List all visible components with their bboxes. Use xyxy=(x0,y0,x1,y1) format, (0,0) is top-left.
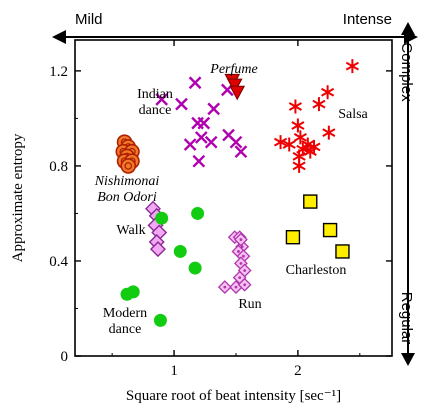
data-point xyxy=(173,244,187,258)
axis-arrows xyxy=(52,22,418,366)
label-line: Nishimonai xyxy=(94,174,160,189)
x-arrow-left-head xyxy=(52,30,66,44)
data-point-inner xyxy=(124,162,133,170)
label-line: Run xyxy=(238,297,261,312)
series-run xyxy=(217,230,252,295)
data-point xyxy=(285,230,301,245)
label-line: Bon Odori xyxy=(97,190,157,205)
data-point xyxy=(191,206,205,220)
data-point-dot xyxy=(237,250,240,253)
label-line: Perfume xyxy=(209,62,257,77)
label-line: dance xyxy=(139,103,172,118)
label-walk: Walk xyxy=(116,223,145,238)
data-point-dot xyxy=(242,254,245,258)
data-point xyxy=(226,78,243,94)
axis-ticks: 1 2 0 0.4 0.8 1.2 xyxy=(49,40,392,379)
data-point xyxy=(120,158,137,174)
label-charleston: Charleston xyxy=(286,263,347,278)
data-point xyxy=(288,99,302,114)
y-tick-label: 0.4 xyxy=(49,254,68,270)
label-line: Walk xyxy=(116,223,145,238)
data-point xyxy=(204,135,218,149)
data-point xyxy=(234,145,248,159)
series-perfume xyxy=(224,73,246,101)
x-axis-label: Square root of beat intensity [sec⁻¹] xyxy=(126,388,341,404)
series-indian-dance xyxy=(155,76,248,168)
data-point xyxy=(120,287,134,301)
label-run: Run xyxy=(238,297,261,312)
y-arrow-bottom-head xyxy=(401,353,415,366)
label-line: Indian xyxy=(137,87,173,102)
data-point xyxy=(229,85,246,101)
label-line: Salsa xyxy=(338,107,368,122)
data-point xyxy=(175,97,188,111)
plot-border xyxy=(74,39,393,357)
y-tick-label: 0.8 xyxy=(49,159,68,175)
data-point xyxy=(303,194,318,209)
x-tick-label: 1 xyxy=(170,363,178,379)
y-axis-label: Approximate entropy xyxy=(10,133,26,262)
data-point xyxy=(312,97,326,112)
label-nishimonai-bon-odori: Nishimonai Bon Odori xyxy=(94,174,160,205)
data-point-dot xyxy=(234,285,238,289)
data-point xyxy=(293,130,307,145)
data-point xyxy=(207,102,221,116)
data-point xyxy=(335,244,350,259)
data-point-dot xyxy=(240,245,244,249)
data-point xyxy=(155,93,169,106)
data-point-dot xyxy=(239,238,243,241)
data-point-dot xyxy=(238,276,242,279)
data-point-dot xyxy=(243,283,247,287)
data-point xyxy=(197,116,211,130)
regular-label: Regular xyxy=(398,292,415,345)
y-tick-label: 0 xyxy=(61,349,69,365)
y-arrow-top-head xyxy=(401,22,415,35)
data-point xyxy=(282,137,296,152)
x-tick-label: 2 xyxy=(294,363,302,379)
data-point xyxy=(322,125,336,140)
data-point xyxy=(229,135,243,149)
data-point xyxy=(149,241,166,258)
data-point xyxy=(292,158,306,173)
data-point-dot xyxy=(223,285,227,289)
label-salsa: Salsa xyxy=(338,107,368,122)
label-indian-dance: Indian dance xyxy=(137,87,173,118)
data-point-dot xyxy=(239,261,243,265)
intense-label: Intense xyxy=(343,11,392,28)
complex-label: Complex xyxy=(398,42,415,102)
data-point xyxy=(322,222,338,238)
plot-frame xyxy=(74,39,393,357)
data-point-dot xyxy=(243,269,247,272)
label-line: Charleston xyxy=(286,263,347,278)
data-point xyxy=(291,118,305,133)
data-point xyxy=(183,138,197,151)
series-charleston xyxy=(285,194,350,259)
label-line: dance xyxy=(109,322,142,337)
data-point xyxy=(188,76,202,90)
data-point xyxy=(192,154,206,168)
series-nishimonai-bon-odori xyxy=(115,134,140,174)
data-point xyxy=(321,85,335,100)
y-tick-label: 1.2 xyxy=(49,64,68,80)
data-point xyxy=(153,313,167,327)
mild-label: Mild xyxy=(75,11,103,28)
data-point xyxy=(273,135,288,150)
data-point xyxy=(345,59,359,74)
series-modern-dance xyxy=(120,206,205,327)
data-point xyxy=(307,139,321,154)
data-marks xyxy=(115,59,359,327)
series-walk xyxy=(145,200,168,258)
data-point xyxy=(188,261,202,275)
series-salsa xyxy=(273,59,359,173)
label-perfume: Perfume xyxy=(209,62,257,77)
data-point xyxy=(194,131,208,144)
label-modern-dance: Modern dance xyxy=(103,306,147,337)
data-point xyxy=(155,211,169,225)
label-line: Modern xyxy=(103,306,147,321)
